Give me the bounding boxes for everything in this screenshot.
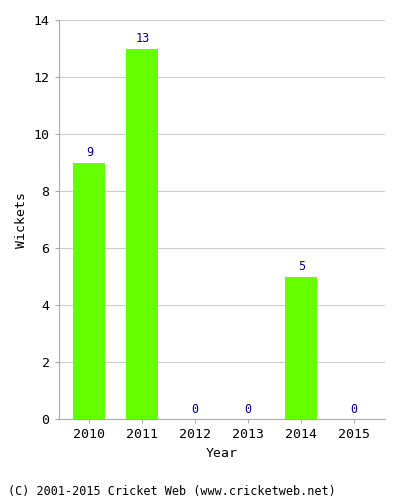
Bar <box>285 277 317 420</box>
Y-axis label: Wickets: Wickets <box>15 192 28 248</box>
Text: 0: 0 <box>351 403 358 416</box>
Text: 13: 13 <box>135 32 150 45</box>
Bar <box>74 162 105 420</box>
Text: 0: 0 <box>192 403 199 416</box>
Bar <box>126 48 158 420</box>
X-axis label: Year: Year <box>206 447 238 460</box>
Text: 0: 0 <box>245 403 252 416</box>
Text: 9: 9 <box>86 146 93 159</box>
Text: (C) 2001-2015 Cricket Web (www.cricketweb.net): (C) 2001-2015 Cricket Web (www.cricketwe… <box>8 484 336 498</box>
Text: 5: 5 <box>298 260 305 274</box>
